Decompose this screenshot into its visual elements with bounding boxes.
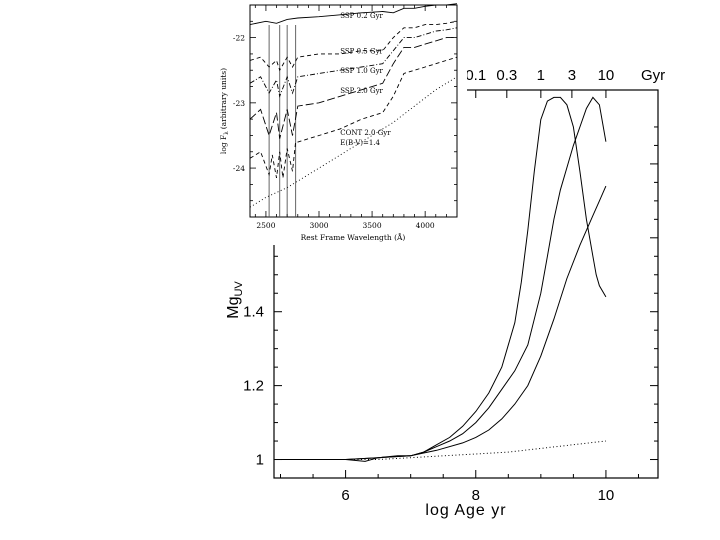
inset-plot-frame: [249, 4, 458, 218]
inset-y-axis-label-unit: (arbitrary units): [219, 68, 228, 129]
inset-series-group: [249, 3, 458, 208]
inset-x-tick-labels: 2500 3000 3500 4000: [256, 221, 435, 230]
inset-series-line-3: [249, 27, 458, 98]
main-top-tick-label: 10: [598, 67, 615, 84]
inset-y-axis-label-main: log F: [219, 135, 228, 154]
main-x-tick-label: 6: [341, 487, 349, 504]
main-x-tick-label: 8: [472, 487, 480, 504]
inset-background: [205, 0, 467, 245]
inset-y-tick-label: -22: [233, 34, 245, 43]
main-top-tick-label: 0.1: [465, 67, 486, 84]
svg-text:log Fλ(arbitrary units): log Fλ (arbitrary units): [219, 68, 230, 154]
inset-series-label: E(B-V)=1.4: [340, 139, 380, 147]
inset-y-tick-label: -24: [233, 164, 245, 173]
main-series-line-4: [280, 440, 606, 460]
inset-chart: 2500 3000 3500 4000 -22-23-24 SSP 0.2 GyrSS…: [205, 0, 467, 245]
main-y-axis-label: MgUV: [225, 281, 245, 319]
inset-series-label: CONT 2.0 Gyr: [340, 129, 391, 137]
inset-x-axis-label: Rest Frame Wavelength (Å): [301, 233, 406, 242]
main-x-axis-label: log Age yr: [425, 502, 506, 519]
main-x-tick-label: 10: [598, 487, 615, 504]
inset-feature-lines: [268, 25, 297, 217]
main-top-tick-label: 3: [568, 67, 576, 84]
inset-x-tick-label: 3000: [309, 221, 328, 230]
main-y-axis-label-sub: UV: [233, 281, 245, 297]
main-y-tick-label: 1.4: [243, 304, 264, 321]
main-top-tick-label: 0.3: [496, 67, 517, 84]
inset-x-tick-label: 3500: [363, 221, 382, 230]
inset-series-label: SSP 0.5 Gyr: [340, 48, 383, 56]
main-top-unit-label: Gyr: [641, 67, 665, 84]
inset-series-label: SSP 2.0 Gyr: [340, 87, 383, 95]
main-series-line-2: [280, 96, 607, 460]
main-y-tick-labels: 1 1.2 1.4: [243, 304, 264, 469]
inset-x-tick-label: 4000: [416, 221, 435, 230]
inset-y-tick-label: -23: [233, 99, 245, 108]
main-series-line-3: [280, 185, 607, 460]
main-y-axis-label-main: Mg: [225, 297, 242, 319]
main-x-tick-labels: 6 8 10: [341, 487, 614, 504]
main-y-tick-label: 1.2: [243, 378, 264, 395]
inset-series-label: SSP 1.0 Gyr: [340, 67, 383, 75]
inset-axis-ticks: [250, 4, 457, 217]
main-y-tick-label: 1: [256, 452, 264, 469]
inset-y-axis-label: log Fλ (arbitrary units): [219, 68, 230, 154]
inset-y-axis-label-sub: λ: [224, 131, 230, 135]
inset-y-tick-labels: -22 -23 -24: [233, 34, 245, 173]
inset-series-labels: SSP 0.2 Gyr SSP 0.5 Gyr SSP 1.0 Gyr SSP 2.0…: [340, 12, 391, 147]
inset-series-label: SSP 0.2 Gyr: [340, 12, 383, 20]
svg-text:MgUV: MgUV: [225, 281, 245, 319]
main-series-group: [280, 96, 607, 462]
inset-series-line-2: [249, 20, 458, 72]
main-top-age-labels: 0.1 0.3 1 3 10: [465, 67, 614, 98]
inset-series-line-1: [249, 3, 458, 26]
main-series-line-1: [280, 96, 607, 462]
main-top-tick-label: 1: [537, 67, 545, 84]
main-chart: 6 8 10 1 1.2 1.4 0.1 0.3 1 3 10 Gyr log Age yr M…: [225, 67, 665, 519]
inset-x-tick-label: 2500: [256, 221, 275, 230]
inset-series-line-4: [249, 37, 457, 139]
